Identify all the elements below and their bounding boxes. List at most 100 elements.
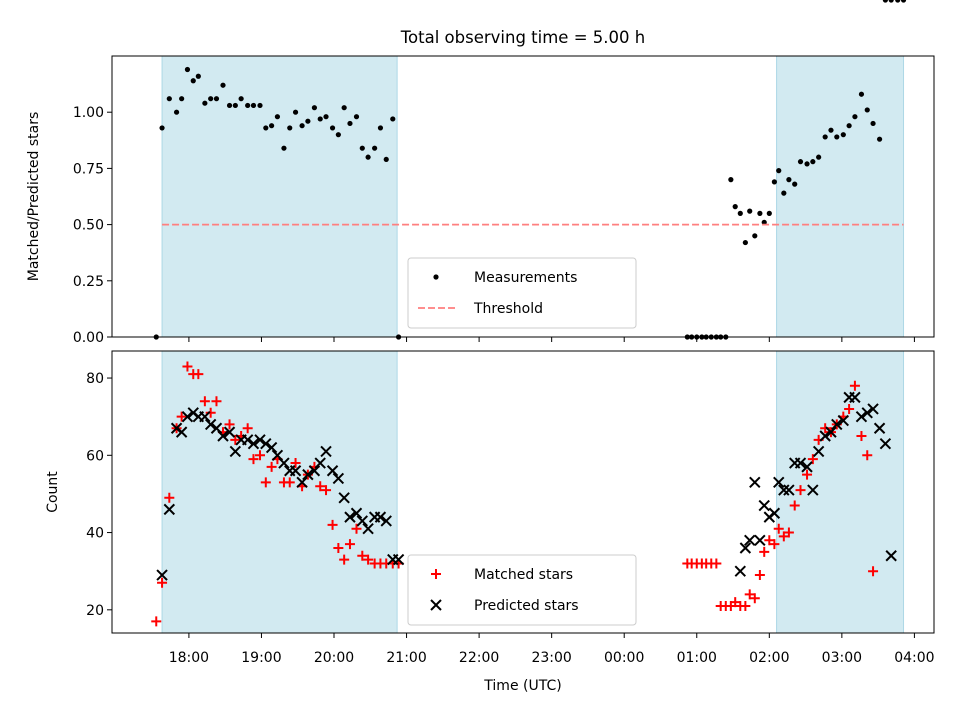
y-tick-label: 1.00 xyxy=(73,105,104,121)
matched-star-point xyxy=(176,411,187,422)
x-tick-label: 04:00 xyxy=(894,650,934,666)
measurement-point xyxy=(190,78,196,84)
measurement-point xyxy=(335,132,341,138)
measurement-point xyxy=(159,125,165,131)
predicted-star-point xyxy=(265,441,278,454)
predicted-star-point xyxy=(344,511,356,523)
predicted-star-point xyxy=(302,468,314,481)
measurement-point xyxy=(372,145,378,151)
shaded-region-1 xyxy=(776,351,904,633)
measurement-point xyxy=(781,190,787,196)
x-tick-label: 01:00 xyxy=(677,650,717,666)
predicted-star-point xyxy=(837,414,850,427)
measurement-point xyxy=(900,0,907,3)
matched-star-point xyxy=(266,461,277,472)
legend-label: Matched stars xyxy=(474,567,573,583)
matched-star-point xyxy=(759,546,770,557)
matched-star-point xyxy=(327,519,338,530)
matched-star-point xyxy=(248,454,259,465)
measurement-point xyxy=(810,159,816,165)
predicted-star-point xyxy=(156,569,168,581)
matched-star-point xyxy=(749,593,760,604)
predicted-star-point xyxy=(278,457,290,469)
legend-swatch-matched xyxy=(431,569,441,579)
matched-star-point xyxy=(260,477,271,488)
matched-star-point xyxy=(844,403,855,414)
measurement-point xyxy=(846,123,852,129)
measurement-point xyxy=(250,102,257,109)
matched-star-point xyxy=(789,500,800,511)
y-tick-label: 60 xyxy=(86,448,104,464)
shaded-region-0 xyxy=(162,351,398,633)
matched-star-point xyxy=(744,589,755,600)
legend-label: Predicted stars xyxy=(474,598,579,614)
measurement-point xyxy=(737,210,743,216)
measurement-point xyxy=(353,114,360,120)
matched-star-point xyxy=(164,492,175,503)
measurement-point xyxy=(232,102,238,109)
measurement-point xyxy=(882,0,888,3)
measurement-point xyxy=(213,96,220,102)
measurement-point xyxy=(263,125,269,131)
measurement-point xyxy=(347,120,353,127)
measurement-point xyxy=(220,82,226,88)
measurement-point xyxy=(766,210,772,216)
y-tick-label: 80 xyxy=(86,371,104,387)
matched-star-point xyxy=(363,554,374,565)
shaded-region-1 xyxy=(776,56,904,337)
measurement-point xyxy=(269,123,275,129)
predicted-star-point xyxy=(812,445,825,458)
matched-star-point xyxy=(182,361,193,372)
matched-star-point xyxy=(290,458,301,469)
measurement-point xyxy=(208,96,214,102)
predicted-star-point xyxy=(758,499,770,512)
predicted-star-point xyxy=(819,430,831,442)
x-tick-label: 00:00 xyxy=(604,650,644,666)
measurement-point xyxy=(311,105,318,111)
matched-star-point xyxy=(344,539,355,550)
legend-box xyxy=(407,554,637,626)
x-axis-label: Time (UTC) xyxy=(483,678,561,694)
measurement-point xyxy=(728,177,734,183)
predicted-star-point xyxy=(773,476,785,489)
measurement-point xyxy=(245,102,251,109)
predicted-star-point xyxy=(855,410,868,423)
predicted-star-point xyxy=(204,418,217,431)
x-tick-label: 02:00 xyxy=(749,650,789,666)
measurement-point xyxy=(761,219,767,225)
predicted-star-point xyxy=(308,465,321,477)
predicted-star-point xyxy=(873,422,886,434)
predicted-star-point xyxy=(879,438,892,450)
measurement-point xyxy=(226,102,233,109)
matched-star-point xyxy=(807,454,818,465)
matched-star-point xyxy=(193,369,204,380)
predicted-star-point xyxy=(374,511,387,523)
measurement-point xyxy=(292,109,299,115)
predicted-star-point xyxy=(260,438,272,450)
matched-star-point xyxy=(862,450,873,461)
measurement-point xyxy=(786,177,792,183)
predicted-star-point xyxy=(807,484,819,496)
measurement-point xyxy=(195,73,201,79)
predicted-star-point xyxy=(289,465,302,477)
y-tick-label: 0.50 xyxy=(73,218,104,234)
predicted-star-point xyxy=(247,438,260,450)
measurement-point xyxy=(299,123,305,129)
measurement-point xyxy=(742,239,748,246)
matched-star-point xyxy=(255,450,266,461)
predicted-star-point xyxy=(217,430,229,442)
measurement-point xyxy=(771,179,777,185)
predicted-star-point xyxy=(163,503,176,516)
chart-title: Total observing time = 5.00 h xyxy=(400,28,645,47)
matched-star-point xyxy=(849,380,860,391)
y-tick-label: 0.00 xyxy=(73,330,104,346)
shaded-region-0 xyxy=(162,56,398,337)
y-tick-label: 0.25 xyxy=(73,274,104,290)
panel-frame xyxy=(111,350,935,634)
predicted-star-point xyxy=(314,457,326,469)
x-tick-label: 19:00 xyxy=(241,650,281,666)
matched-star-point xyxy=(769,539,780,550)
predicted-star-point xyxy=(254,434,266,446)
x-tick-label: 03:00 xyxy=(822,650,862,666)
